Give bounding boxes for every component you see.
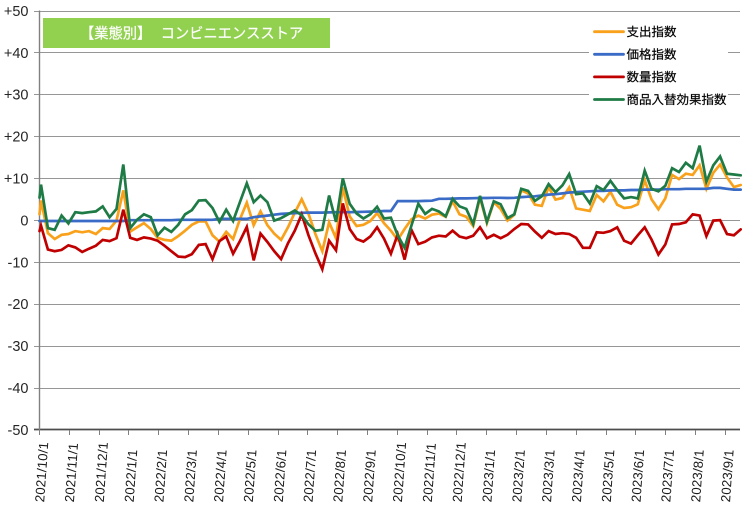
svg-text:+40: +40 (4, 46, 29, 62)
svg-text:2022/6/1: 2022/6/1 (271, 449, 290, 503)
svg-text:2022/7/1: 2022/7/1 (301, 449, 320, 503)
svg-text:2022/4/1: 2022/4/1 (211, 449, 230, 503)
svg-text:+50: +50 (4, 4, 29, 20)
svg-text:-30: -30 (8, 339, 29, 355)
svg-text:2021/11/1: 2021/11/1 (62, 442, 81, 502)
svg-text:-50: -50 (8, 423, 29, 439)
svg-text:2022/2/1: 2022/2/1 (151, 449, 170, 503)
svg-text:2022/3/1: 2022/3/1 (181, 449, 200, 503)
svg-text:2023/3/1: 2023/3/1 (539, 449, 558, 503)
svg-text:2023/9/1: 2023/9/1 (718, 449, 737, 503)
svg-text:2023/8/1: 2023/8/1 (688, 449, 707, 503)
svg-text:2023/7/1: 2023/7/1 (658, 449, 677, 503)
svg-text:2022/9/1: 2022/9/1 (360, 449, 379, 503)
svg-text:+30: +30 (4, 88, 29, 104)
svg-text:2023/1/1: 2023/1/1 (479, 449, 498, 503)
svg-text:2022/12/1: 2022/12/1 (450, 441, 469, 502)
svg-text:+20: +20 (4, 130, 29, 146)
svg-text:2021/10/1: 2021/10/1 (32, 441, 51, 502)
svg-text:0: 0 (20, 213, 28, 229)
svg-text:2022/5/1: 2022/5/1 (241, 449, 260, 503)
svg-text:2023/5/1: 2023/5/1 (599, 449, 618, 503)
svg-text:2023/6/1: 2023/6/1 (629, 449, 648, 503)
svg-text:2022/10/1: 2022/10/1 (390, 441, 409, 502)
svg-text:2023/4/1: 2023/4/1 (569, 449, 588, 503)
svg-text:2022/1/1: 2022/1/1 (122, 449, 141, 503)
svg-text:-10: -10 (8, 255, 29, 271)
svg-text:-20: -20 (8, 297, 29, 313)
svg-text:-40: -40 (8, 381, 29, 397)
svg-text:2022/11/1: 2022/11/1 (420, 442, 439, 502)
svg-text:+10: +10 (4, 172, 29, 188)
svg-text:2023/2/1: 2023/2/1 (509, 449, 528, 503)
svg-text:2021/12/1: 2021/12/1 (92, 441, 111, 502)
svg-text:2022/8/1: 2022/8/1 (330, 449, 349, 503)
